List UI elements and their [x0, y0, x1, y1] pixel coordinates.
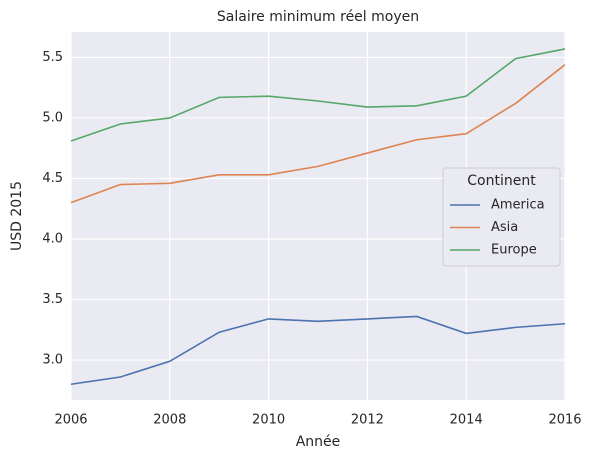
legend-label: America	[491, 198, 545, 213]
x-tick-label: 2012	[351, 413, 384, 428]
labels: 3.0 3.5 4.0 4.5 5.0 5.5 2006 2008 2010 2012 2014 20…	[42, 50, 581, 428]
x-tick-label: 2014	[450, 413, 483, 428]
legend-box	[442, 167, 561, 267]
legend: Continent America Asia Europe	[442, 167, 561, 267]
y-tick-label: 3.0	[42, 353, 63, 368]
series-line	[70, 48, 566, 142]
lines	[70, 48, 566, 386]
chart-title: Salaire minimum réel moyen	[217, 9, 419, 25]
x-tick-label: 2016	[548, 413, 581, 428]
y-tick-label: 4.5	[42, 171, 63, 186]
series-line	[70, 64, 566, 204]
legend-title: Continent	[467, 173, 536, 189]
x-axis-label: Année	[296, 434, 341, 450]
x-tick-label: 2010	[252, 413, 285, 428]
series-line	[70, 315, 566, 386]
y-tick-label: 5.0	[42, 110, 63, 125]
legend-label: Asia	[491, 220, 518, 235]
x-tick-label: 2006	[54, 413, 87, 428]
y-tick-label: 4.0	[42, 232, 63, 247]
y-tick-label: 5.5	[42, 50, 63, 65]
y-axis-label: USD 2015	[9, 181, 25, 251]
legend-label: Europe	[491, 243, 537, 258]
y-tick-label: 3.5	[42, 292, 63, 307]
x-tick-label: 2008	[153, 413, 186, 428]
